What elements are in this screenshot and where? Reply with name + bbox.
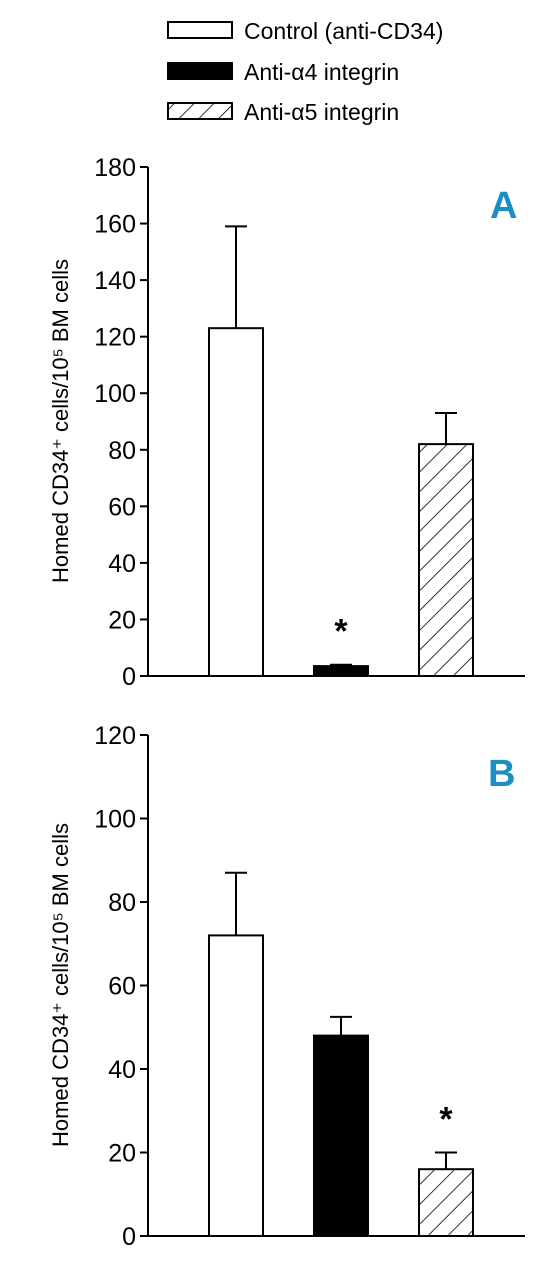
significance-mark-alpha5: * [439,1101,453,1139]
y-tick-label: 40 [108,550,136,578]
legend-item-control: Control (anti-CD34) [167,18,443,44]
y-axis-title: Homed CD34⁺ cells/10⁵ BM cells [48,259,73,583]
y-tick-label: 120 [94,324,136,352]
y-tick-label: 0 [122,663,136,691]
y-axis-title: Homed CD34⁺ cells/10⁵ BM cells [48,823,73,1147]
legend: Control (anti-CD34) Anti-α4 integrin Ant… [167,18,443,125]
y-tick-label: 120 [94,722,136,750]
legend-swatch-control [167,21,233,39]
bar-alpha4 [313,1034,369,1237]
y-tick-label: 20 [108,1140,136,1168]
panel-a-chart: 0 20 40 60 80 100 120 140 160 180 Homed CD34⁺ cell… [48,154,525,691]
legend-item-alpha5: Anti-α5 integrin [167,99,399,125]
bar-control [208,327,264,677]
panel-letter: A [490,185,517,227]
bar-alpha4 [313,665,369,678]
y-tick-label: 20 [108,606,136,634]
y-tick-label: 140 [94,267,136,295]
y-tick-label: 100 [94,380,136,408]
legend-swatch-alpha4 [167,62,233,80]
legend-label-alpha4: Anti-α4 integrin [244,59,399,85]
bar-alpha5 [418,443,474,677]
y-tick-label: 180 [94,154,136,182]
bar-control [208,934,264,1238]
legend-item-alpha4: Anti-α4 integrin [167,59,399,85]
panel-b-chart: 0 20 40 60 80 100 120 Homed CD34⁺ cells/10⁵ BM … [48,722,525,1251]
significance-mark-alpha4: * [334,613,348,651]
legend-label-alpha5: Anti-α5 integrin [244,99,399,125]
y-tick-label: 0 [122,1223,136,1251]
y-tick-label: 60 [108,493,136,521]
bar-alpha5 [418,1168,474,1237]
y-tick-label: 60 [108,973,136,1001]
y-tick-label: 40 [108,1056,136,1084]
legend-label-control: Control (anti-CD34) [244,18,443,44]
y-tick-label: 100 [94,806,136,834]
y-tick-label: 80 [108,437,136,465]
y-tick-label: 80 [108,889,136,917]
panel-letter: B [488,753,515,795]
y-tick-label: 160 [94,211,136,239]
legend-swatch-alpha5 [167,102,233,120]
